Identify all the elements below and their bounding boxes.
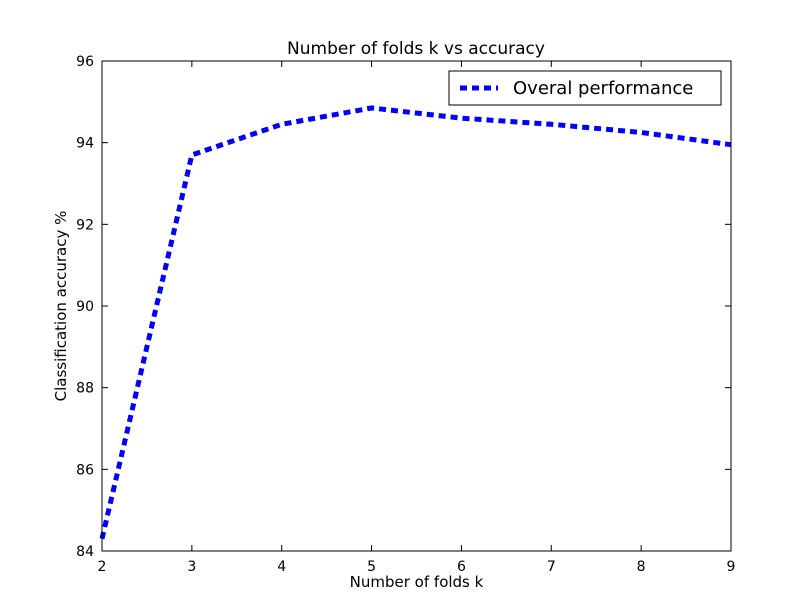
- y-tick-label: 92: [76, 217, 94, 233]
- x-tick-label: 2: [98, 559, 107, 575]
- y-axis-label: Classification accuracy %: [52, 211, 70, 402]
- series-layer: [99, 105, 732, 540]
- x-tick-label: 7: [547, 559, 556, 575]
- chart-title: Number of folds k vs accuracy: [287, 39, 545, 59]
- legend: Overal performance: [448, 70, 722, 106]
- legend-entry-label: Overal performance: [513, 78, 693, 99]
- x-tick-label: 5: [367, 559, 376, 575]
- x-tick-label: 8: [637, 559, 646, 575]
- axes-frame: [101, 60, 732, 552]
- x-tick-label: 3: [187, 559, 196, 575]
- x-tick-label: 9: [727, 559, 736, 575]
- y-tick-label: 90: [76, 299, 94, 315]
- y-tick-label: 88: [76, 381, 94, 397]
- x-axis-label: Number of folds k: [350, 573, 484, 591]
- legend-box: [448, 70, 722, 106]
- series-line: [99, 105, 732, 540]
- y-tick-label: 86: [76, 462, 94, 478]
- x-tick-label: 6: [457, 559, 466, 575]
- y-tick-label: 84: [76, 544, 94, 560]
- x-tick-label: 4: [277, 559, 286, 575]
- y-tick-label: 96: [76, 54, 94, 70]
- y-tick-label: 94: [76, 136, 94, 152]
